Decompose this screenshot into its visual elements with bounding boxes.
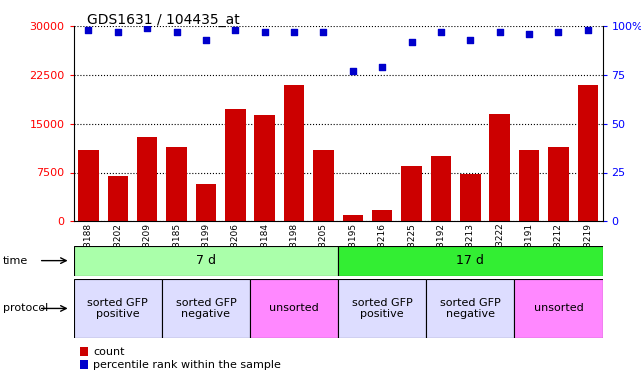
Point xyxy=(553,29,563,35)
Text: GDS1631 / 104435_at: GDS1631 / 104435_at xyxy=(87,13,239,27)
Bar xyxy=(548,147,569,221)
Point xyxy=(319,29,329,35)
Text: sorted GFP
positive: sorted GFP positive xyxy=(352,298,413,319)
Text: sorted GFP
negative: sorted GFP negative xyxy=(176,298,237,319)
Bar xyxy=(338,279,426,338)
Point xyxy=(260,29,270,35)
Bar xyxy=(74,246,338,276)
Point xyxy=(289,29,299,35)
Bar xyxy=(254,115,275,221)
Bar xyxy=(342,215,363,221)
Point xyxy=(465,37,476,43)
Bar xyxy=(338,246,603,276)
Text: percentile rank within the sample: percentile rank within the sample xyxy=(93,360,281,370)
Text: count: count xyxy=(93,346,124,357)
Bar xyxy=(313,150,334,221)
Point xyxy=(201,37,211,43)
Bar xyxy=(162,279,250,338)
Point xyxy=(377,64,387,70)
Bar xyxy=(490,114,510,221)
Point xyxy=(583,27,593,33)
Bar xyxy=(372,210,392,221)
Point xyxy=(171,29,181,35)
Bar xyxy=(519,150,539,221)
Text: time: time xyxy=(3,256,28,266)
Bar xyxy=(196,183,216,221)
Bar xyxy=(401,166,422,221)
Point xyxy=(495,29,505,35)
Bar xyxy=(78,150,99,221)
Point xyxy=(406,39,417,45)
Text: sorted GFP
positive: sorted GFP positive xyxy=(87,298,148,319)
Bar xyxy=(250,279,338,338)
Bar xyxy=(284,85,304,221)
Text: protocol: protocol xyxy=(3,303,49,313)
Point xyxy=(436,29,446,35)
Text: 7 d: 7 d xyxy=(196,254,216,267)
Bar xyxy=(578,85,598,221)
Point xyxy=(347,68,358,74)
Point xyxy=(230,27,240,33)
Bar xyxy=(137,137,158,221)
Bar xyxy=(108,176,128,221)
Text: unsorted: unsorted xyxy=(269,303,319,313)
Text: 17 d: 17 d xyxy=(456,254,484,267)
Point xyxy=(524,31,534,37)
Bar xyxy=(225,110,246,221)
Text: unsorted: unsorted xyxy=(533,303,583,313)
Bar xyxy=(426,279,514,338)
Point xyxy=(83,27,94,33)
Point xyxy=(113,29,123,35)
Bar xyxy=(166,147,187,221)
Bar xyxy=(514,279,603,338)
Bar xyxy=(431,156,451,221)
Text: sorted GFP
negative: sorted GFP negative xyxy=(440,298,501,319)
Bar xyxy=(74,279,162,338)
Point xyxy=(142,25,153,31)
Bar xyxy=(460,174,481,221)
